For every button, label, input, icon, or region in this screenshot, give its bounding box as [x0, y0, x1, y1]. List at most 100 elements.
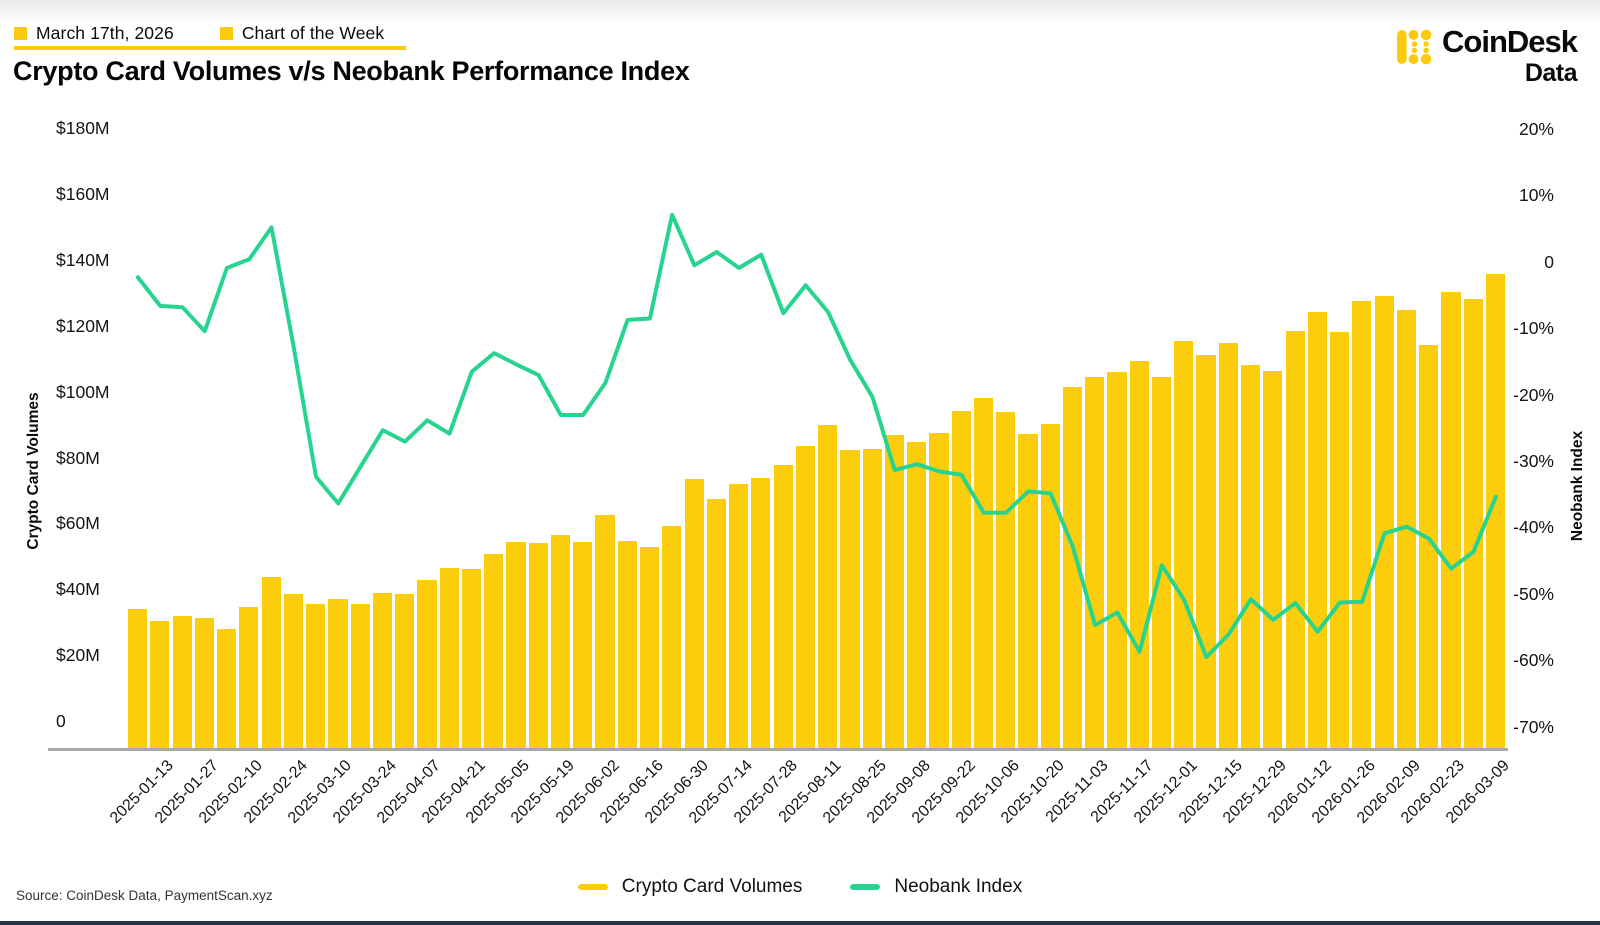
- right-tick-0: 0: [1544, 251, 1554, 272]
- bar-2025-11-17: [1129, 361, 1149, 749]
- bar-2025-06-30: [684, 479, 704, 749]
- bar-2026-03-09: [1485, 273, 1506, 749]
- bar-2025-03-10: [328, 599, 348, 749]
- coindesk-logo-text: CoinDesk Data: [1442, 24, 1578, 88]
- bar-2025-07-21: [751, 478, 771, 749]
- bar-2025-07-28: [773, 464, 793, 749]
- bar-2026-01-19: [1330, 331, 1350, 749]
- bar-2025-04-21: [461, 568, 482, 749]
- page-title: Crypto Card Volumes v/s Neobank Performa…: [13, 56, 690, 86]
- legend-label: Crypto Card Volumes: [621, 876, 803, 897]
- left-tick-$180M: $180M: [56, 118, 110, 138]
- left-axis-title: Crypto Card Volumes: [25, 392, 42, 550]
- bar-2025-11-24: [1151, 376, 1172, 749]
- bar-2025-03-31: [395, 593, 415, 749]
- left-tick-$80M: $80M: [56, 447, 100, 468]
- bar-2025-03-17: [350, 604, 370, 749]
- bar-2025-06-09: [617, 540, 637, 749]
- coindesk-logo: CoinDesk Data: [1395, 24, 1578, 88]
- left-tick-$20M: $20M: [56, 645, 100, 666]
- date-bullet-square-icon: [14, 27, 27, 40]
- bar-2025-04-28: [484, 554, 504, 749]
- right-tick-20%: 20%: [1518, 119, 1554, 139]
- bar-2025-06-02: [595, 515, 615, 749]
- bar-2025-12-22: [1241, 365, 1261, 749]
- bar-2025-03-03: [306, 604, 326, 749]
- bar-2025-02-17: [261, 576, 281, 749]
- bar-2025-02-03: [217, 628, 237, 749]
- right-tick-10%: 10%: [1518, 185, 1554, 206]
- bar-2026-02-09: [1396, 310, 1416, 749]
- bar-2025-03-24: [372, 592, 393, 749]
- bar-2026-02-23: [1441, 292, 1461, 749]
- bar-2025-05-12: [528, 543, 548, 749]
- right-tick--10%: -10%: [1513, 318, 1554, 339]
- x-axis-line: [48, 748, 1508, 751]
- bar-2025-07-07: [706, 498, 726, 749]
- left-tick-$140M: $140M: [56, 249, 110, 270]
- bar-2025-05-05: [506, 542, 526, 749]
- bar-2026-03-02: [1463, 298, 1483, 749]
- right-tick--30%: -30%: [1513, 451, 1554, 471]
- brand-sub: Data: [1524, 58, 1578, 87]
- left-tick-$120M: $120M: [56, 315, 110, 336]
- right-tick--70%: -70%: [1513, 716, 1554, 737]
- header-underline: [14, 46, 406, 50]
- bottom-border-strip: [0, 920, 1600, 925]
- legend-swatch-icon: [577, 883, 608, 891]
- header-tag: Chart of the Week: [241, 23, 385, 43]
- bar-2025-02-10: [239, 607, 259, 749]
- right-tick--40%: -40%: [1513, 517, 1554, 538]
- left-tick-$40M: $40M: [56, 579, 100, 600]
- bar-2025-09-22: [951, 410, 971, 749]
- left-tick-$100M: $100M: [56, 381, 110, 402]
- source-note: Source: CoinDesk Data, PaymentScan.xyz: [16, 888, 273, 903]
- bar-2025-05-26: [573, 541, 593, 749]
- bar-2025-08-18: [840, 450, 860, 749]
- bar-2025-12-29: [1263, 371, 1283, 749]
- brand-name: CoinDesk: [1442, 24, 1578, 59]
- bar-2025-10-06: [996, 411, 1016, 749]
- bar-2025-04-07: [417, 579, 437, 749]
- legend: Crypto Card Volumes Neobank Index: [0, 876, 1600, 898]
- bar-2026-01-12: [1307, 311, 1327, 749]
- header: March 17th, 2026 Chart of the Week: [14, 23, 384, 44]
- right-tick--20%: -20%: [1513, 384, 1554, 405]
- bar-2025-09-29: [973, 397, 994, 749]
- bar-2025-09-08: [907, 442, 927, 749]
- bar-2025-08-04: [795, 445, 815, 749]
- coindesk-logo-icon: [1397, 29, 1432, 65]
- right-tick--60%: -60%: [1513, 650, 1554, 671]
- bar-2025-09-01: [884, 434, 905, 749]
- bar-2026-02-16: [1419, 344, 1439, 749]
- bar-2025-12-08: [1196, 355, 1216, 749]
- bar-2026-01-26: [1352, 300, 1372, 749]
- bar-2025-12-01: [1174, 340, 1194, 749]
- header-date: March 17th, 2026: [36, 23, 174, 43]
- bar-2025-01-27: [194, 618, 214, 749]
- bar-2025-08-11: [818, 424, 838, 749]
- left-tick-$160M: $160M: [56, 183, 110, 204]
- bar-2025-06-16: [639, 546, 660, 749]
- bar-2025-01-20: [172, 616, 192, 749]
- legend-item-crypto-card-volumes: Crypto Card Volumes: [577, 876, 803, 898]
- bar-2025-12-15: [1218, 343, 1238, 749]
- bar-2025-10-13: [1018, 433, 1038, 749]
- top-gradient: [0, 0, 1600, 24]
- left-tick-$60M: $60M: [56, 513, 100, 534]
- bar-2025-10-27: [1062, 387, 1083, 749]
- left-tick-0: 0: [56, 711, 66, 732]
- bar-2026-02-02: [1374, 295, 1394, 749]
- legend-swatch-icon: [850, 883, 881, 891]
- bar-2025-05-19: [550, 534, 571, 749]
- bar-2025-09-15: [929, 433, 949, 749]
- legend-item-neobank-index: Neobank Index: [850, 876, 1022, 898]
- right-axis-title: Neobank Index: [1569, 430, 1586, 542]
- bar-2025-11-10: [1107, 371, 1127, 749]
- bar-2025-01-06: [128, 609, 148, 749]
- bar-2025-06-23: [662, 525, 682, 749]
- right-tick--50%: -50%: [1513, 583, 1554, 604]
- bar-2025-10-20: [1040, 424, 1060, 749]
- tag-bullet-square-icon: [219, 27, 233, 40]
